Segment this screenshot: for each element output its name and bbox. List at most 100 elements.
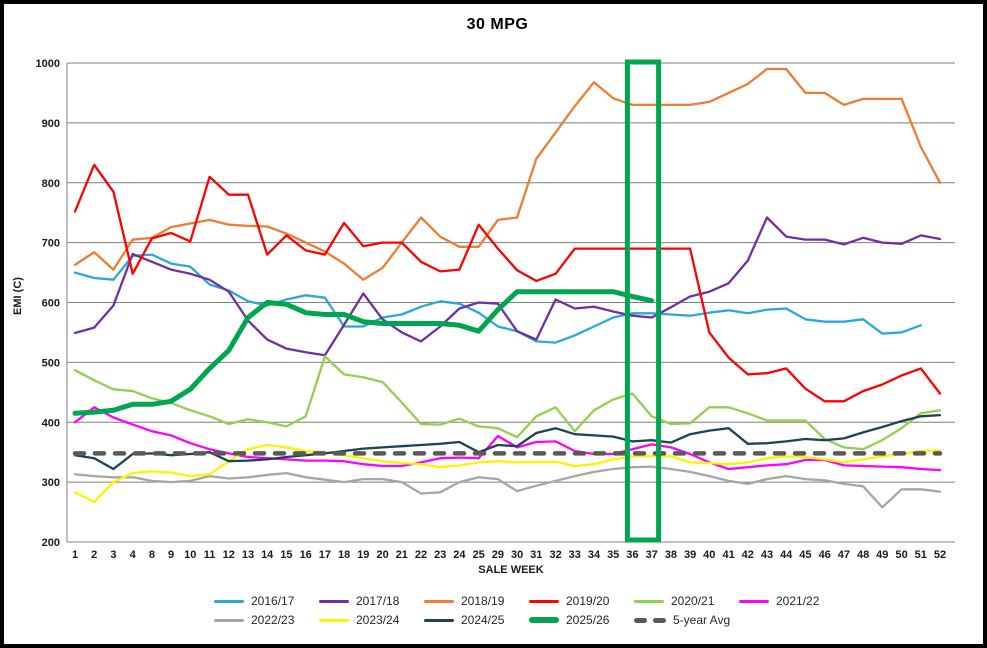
x-tick-label-3: 3 — [110, 549, 116, 561]
legend-label: 2022/23 — [251, 613, 295, 627]
y-tick-label-400: 400 — [42, 417, 60, 429]
x-tick-label-17: 17 — [319, 549, 331, 561]
x-tick-label-19: 19 — [357, 549, 369, 561]
legend-item-2019-20: 2019/20 — [529, 594, 634, 608]
x-tick-label-45: 45 — [799, 549, 811, 561]
legend-row-2: 2022/23 2023/24 2024/25 2025/26 5-year Avg — [214, 613, 854, 627]
x-tick-label-39: 39 — [684, 549, 696, 561]
x-tick-label-52: 52 — [934, 549, 946, 561]
x-tick-label-20: 20 — [376, 549, 388, 561]
legend-marker — [739, 599, 769, 603]
series-line-2024-25 — [73, 413, 942, 471]
y-tick-label-800: 800 — [42, 178, 60, 190]
y-tick-label-900: 900 — [42, 118, 60, 130]
legend-label: 2024/25 — [461, 613, 505, 627]
x-tick-label-29: 29 — [492, 549, 504, 561]
x-tick-label-31: 31 — [530, 549, 542, 561]
x-tick-label-46: 46 — [819, 549, 831, 561]
legend-label: 2019/20 — [566, 594, 610, 608]
x-tick-label-50: 50 — [895, 549, 907, 561]
legend-marker — [634, 599, 664, 603]
chart-legend: 2016/17 2017/18 2018/19 2019/20 2020/21 2021/… — [214, 594, 854, 627]
x-tick-label-38: 38 — [665, 549, 677, 561]
x-tick-label-8: 8 — [149, 549, 155, 561]
x-tick-label-16: 16 — [300, 549, 312, 561]
legend-marker-dashed — [634, 617, 666, 623]
x-tick-label-37: 37 — [646, 549, 658, 561]
x-tick-label-14: 14 — [261, 549, 274, 561]
legend-item-2016-17: 2016/17 — [214, 594, 319, 608]
x-tick-label-11: 11 — [204, 549, 216, 561]
x-tick-label-51: 51 — [915, 549, 927, 561]
y-tick-label-600: 600 — [42, 298, 60, 310]
legend-item-2021-22: 2021/22 — [739, 594, 819, 608]
x-tick-label-41: 41 — [722, 549, 734, 561]
x-tick-label-33: 33 — [569, 549, 581, 561]
x-tick-label-34: 34 — [588, 549, 601, 561]
legend-item-2024-25: 2024/25 — [424, 613, 529, 627]
legend-label: 2021/22 — [776, 594, 820, 608]
chart-title: 30 MPG — [466, 16, 529, 33]
legend-marker — [214, 599, 244, 603]
series-line-2020-21 — [73, 355, 942, 451]
series-line-2016-17 — [73, 253, 922, 344]
legend-label: 2023/24 — [356, 613, 400, 627]
y-tick-label-300: 300 — [42, 477, 60, 489]
legend-marker — [424, 618, 454, 622]
x-tick-label-18: 18 — [338, 549, 350, 561]
legend-marker — [214, 618, 244, 622]
legend-marker — [424, 599, 454, 603]
x-tick-label-21: 21 — [396, 549, 408, 561]
x-tick-label-23: 23 — [434, 549, 446, 561]
x-tick-label-9: 9 — [168, 549, 174, 561]
series-line-2025-26 — [72, 289, 655, 416]
legend-label: 2020/21 — [671, 594, 715, 608]
x-tick-label-35: 35 — [607, 549, 619, 561]
legend-label: 2016/17 — [251, 594, 295, 608]
legend-item-2018-19: 2018/19 — [424, 594, 529, 608]
legend-label: 2017/18 — [356, 594, 400, 608]
y-tick-label-200: 200 — [42, 537, 60, 549]
legend-item-2020-21: 2020/21 — [634, 594, 739, 608]
series-line-2023-24 — [73, 443, 942, 504]
legend-item-2023-24: 2023/24 — [319, 613, 424, 627]
y-tick-label-700: 700 — [42, 238, 60, 250]
x-tick-label-25: 25 — [473, 549, 485, 561]
legend-marker — [529, 617, 559, 623]
x-tick-label-2: 2 — [91, 549, 97, 561]
x-tick-label-12: 12 — [223, 549, 235, 561]
legend-marker — [529, 599, 559, 603]
x-tick-label-15: 15 — [280, 549, 292, 561]
x-tick-label-43: 43 — [761, 549, 773, 561]
series-line-2017-18 — [73, 216, 942, 357]
highlight-box-week-36-37 — [624, 59, 662, 543]
x-tick-label-44: 44 — [780, 549, 793, 561]
x-tick-label-10: 10 — [184, 549, 196, 561]
x-tick-label-22: 22 — [415, 549, 427, 561]
x-tick-label-42: 42 — [742, 549, 754, 561]
legend-label: 2018/19 — [461, 594, 505, 608]
x-tick-label-30: 30 — [511, 549, 523, 561]
legend-row-1: 2016/17 2017/18 2018/19 2019/20 2020/21 2021/… — [214, 594, 854, 608]
legend-label: 2025/26 — [566, 613, 610, 627]
legend-marker — [319, 618, 349, 622]
legend-item-2025-26: 2025/26 — [529, 613, 634, 627]
legend-item-5-year-avg: 5-year Avg — [634, 613, 730, 627]
x-tick-label-1: 1 — [72, 549, 78, 561]
legend-item-2022-23: 2022/23 — [214, 613, 319, 627]
y-tick-label-1000: 1000 — [36, 58, 60, 70]
x-tick-label-48: 48 — [857, 549, 869, 561]
x-tick-label-49: 49 — [876, 549, 888, 561]
series-line-2022-23 — [73, 465, 942, 509]
x-tick-label-13: 13 — [242, 549, 254, 561]
x-tick-label-24: 24 — [453, 549, 466, 561]
legend-item-2017-18: 2017/18 — [319, 594, 424, 608]
x-axis-title: SALE WEEK — [478, 564, 544, 576]
y-tick-label-500: 500 — [42, 357, 60, 369]
x-tick-label-32: 32 — [549, 549, 561, 561]
legend-marker — [319, 599, 349, 603]
x-tick-label-40: 40 — [703, 549, 715, 561]
series-line-2018-19 — [73, 67, 942, 281]
